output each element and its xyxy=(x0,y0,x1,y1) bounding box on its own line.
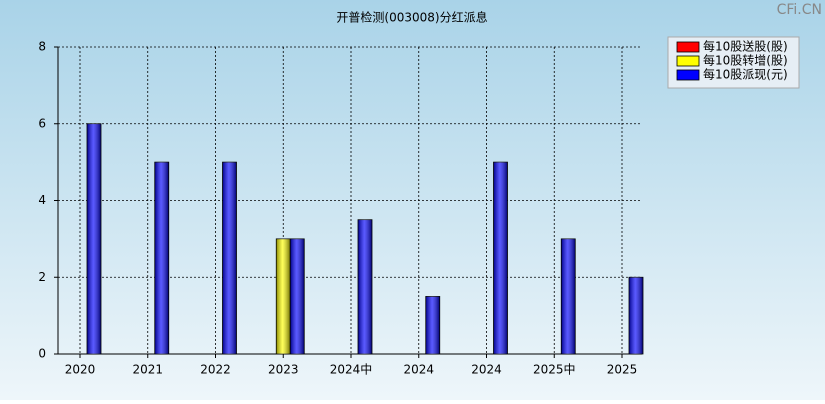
y-tick-label: 6 xyxy=(38,116,46,130)
legend-swatch xyxy=(676,69,700,81)
x-tick-label: 2020 xyxy=(65,363,96,377)
x-tick-label: 2025 xyxy=(607,363,638,377)
bar xyxy=(628,276,644,355)
legend-label: 每10股派现(元) xyxy=(703,67,788,82)
chart-title: 开普检测(003008)分红派息 xyxy=(336,10,487,25)
x-tick-label: 2023 xyxy=(268,363,299,377)
bar xyxy=(275,238,291,355)
bar xyxy=(425,296,441,355)
y-tick-label: 0 xyxy=(38,347,46,361)
x-tick-label: 2021 xyxy=(132,363,163,377)
legend-label: 每10股送股(股) xyxy=(703,39,788,54)
y-tick-label: 4 xyxy=(38,193,46,207)
bar xyxy=(560,238,576,355)
bar xyxy=(357,219,373,355)
x-tick-label: 2024 xyxy=(403,363,434,377)
watermark: CFi.CN xyxy=(777,2,822,18)
legend-swatch xyxy=(676,55,700,67)
x-tick-label: 2024中 xyxy=(330,362,373,377)
legend-label: 每10股转增(股) xyxy=(703,53,788,68)
x-tick-label: 2025中 xyxy=(533,362,576,377)
bar xyxy=(86,123,102,355)
bar xyxy=(154,161,170,355)
x-tick-label: 2022 xyxy=(200,363,231,377)
y-tick-label: 8 xyxy=(38,40,46,54)
bar xyxy=(493,161,508,355)
bar xyxy=(222,161,237,355)
legend-swatch xyxy=(676,41,700,53)
y-tick-label: 2 xyxy=(38,270,46,284)
bar xyxy=(289,238,305,355)
x-tick-label: 2024 xyxy=(471,363,502,377)
